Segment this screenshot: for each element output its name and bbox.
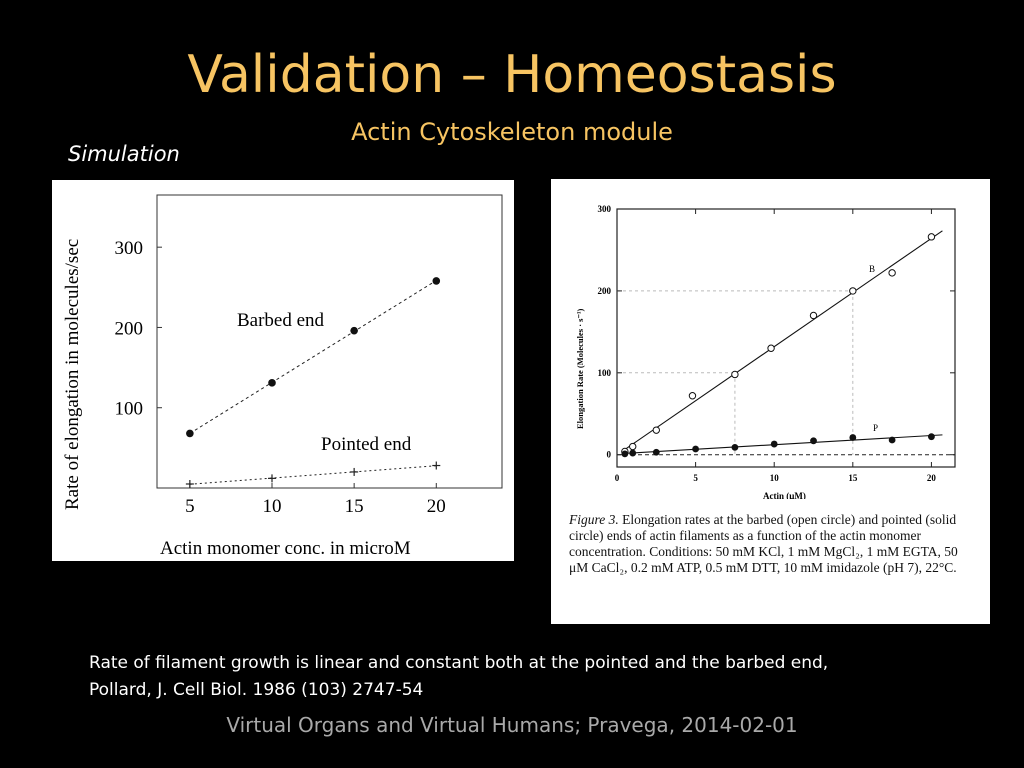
data-point-pointed	[731, 443, 739, 451]
data-point-barbed	[186, 429, 194, 438]
data-point-barbed	[350, 326, 358, 335]
y-tick-label: 100	[598, 368, 612, 378]
figure-caption-label: Figure 3.	[569, 512, 619, 527]
data-point-barbed	[432, 277, 441, 285]
data-point-pointed	[810, 437, 817, 445]
slide-title: Validation – Homeostasis	[187, 45, 837, 105]
x-tick-label: 10	[263, 496, 282, 517]
series-label-pointed: Pointed end	[321, 434, 412, 455]
simulation-chart-panel: 100 200 300 5 10 15 20 Barbed end Pointed end…	[52, 180, 514, 561]
data-point-pointed	[268, 474, 276, 483]
plot-frame	[616, 208, 956, 468]
figure-caption-text: Elongation rates at the barbed (open cir…	[569, 512, 958, 575]
slide-caption: Rate of filament growth is linear and co…	[89, 650, 949, 704]
simulation-label: Simulation	[68, 142, 180, 166]
trend-line	[189, 465, 437, 485]
x-tick-label: 20	[427, 496, 446, 517]
data-point-pointed	[652, 448, 660, 456]
data-point-barbed	[927, 233, 936, 241]
caption-line-2: Pollard, J. Cell Biol. 1986 (103) 2747-5…	[89, 680, 424, 700]
y-tick-label: 300	[598, 204, 612, 214]
data-point-pointed	[928, 433, 935, 441]
data-point-barbed	[767, 344, 775, 352]
data-point-pointed	[185, 479, 194, 488]
data-point-barbed	[849, 287, 857, 295]
x-tick-label: 10	[770, 473, 780, 483]
data-point-pointed	[849, 434, 857, 441]
y-tick-label: 200	[598, 286, 612, 296]
data-point-pointed	[432, 461, 441, 470]
y-axis-label: Rate of elongation in molecules/sec	[62, 239, 83, 510]
experimental-chart: 0 100 200 300 0 5 10 15 20 B P Elongation Rate …	[575, 204, 956, 501]
data-point-barbed	[268, 379, 276, 387]
data-point-barbed	[809, 311, 818, 320]
data-point-pointed	[888, 436, 896, 444]
series-label-p: P	[873, 423, 878, 433]
experimental-figure-panel: 0 100 200 300 0 5 10 15 20 B P Elongation Rate …	[551, 179, 990, 624]
fit-line-pointed	[621, 434, 943, 455]
x-axis-label: Actin (μM)	[763, 491, 806, 499]
x-tick-label: 0	[615, 473, 620, 483]
data-point-pointed	[621, 450, 629, 458]
y-tick-label: 300	[115, 238, 144, 259]
data-point-barbed	[731, 370, 739, 379]
x-axis-label: Actin monomer conc. in microM	[160, 538, 411, 559]
data-point-barbed	[888, 269, 896, 277]
x-tick-label: 5	[185, 496, 195, 517]
simulation-chart: 100 200 300 5 10 15 20 Barbed end Pointed end…	[62, 194, 503, 559]
slide-footer: Virtual Organs and Virtual Humans; Prave…	[226, 713, 798, 737]
y-tick-label: 100	[115, 399, 144, 420]
y-tick-label: 0	[607, 450, 612, 460]
x-tick-label: 20	[927, 473, 937, 483]
figure-caption: Figure 3. Elongation rates at the barbed…	[569, 512, 969, 576]
y-axis-label: Elongation Rate (Molecules · s⁻¹)	[575, 308, 585, 429]
plot-frame	[156, 194, 503, 489]
data-point-barbed	[688, 392, 697, 400]
trend-line	[189, 280, 437, 434]
x-tick-label: 5	[693, 473, 698, 483]
data-point-barbed	[652, 426, 661, 434]
data-point-pointed	[350, 467, 359, 476]
fit-line-barbed	[621, 230, 943, 453]
slide-subtitle: Actin Cytoskeleton module	[351, 118, 673, 146]
data-point-pointed	[770, 440, 778, 448]
x-tick-label: 15	[848, 473, 858, 483]
series-label-barbed: Barbed end	[237, 310, 325, 331]
caption-line-1: Rate of filament growth is linear and co…	[89, 653, 829, 673]
data-point-pointed	[692, 445, 700, 453]
data-point-barbed	[629, 442, 637, 451]
series-label-b: B	[869, 264, 875, 274]
x-tick-label: 15	[345, 496, 364, 517]
data-point-pointed	[629, 449, 637, 457]
y-tick-label: 200	[115, 318, 144, 339]
